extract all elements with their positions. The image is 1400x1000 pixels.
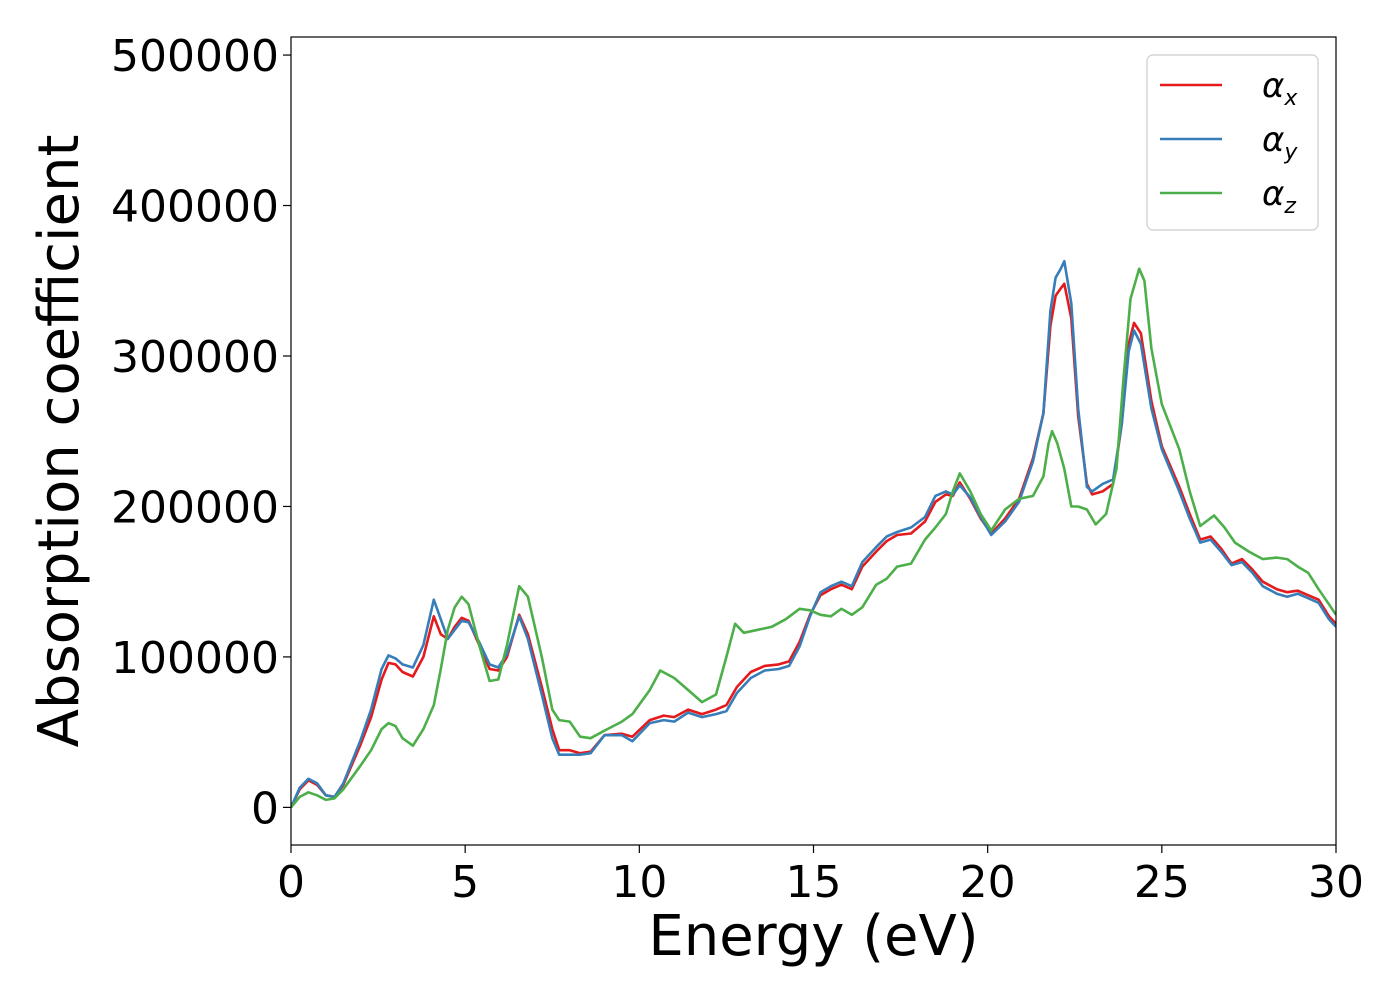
y-tick-label: 200000: [111, 482, 279, 533]
y-tick-label: 500000: [111, 31, 279, 82]
x-tick-label: 30: [1308, 857, 1364, 908]
legend-label-z: αz: [1262, 174, 1296, 219]
legend-label-x: αx: [1262, 66, 1298, 111]
legend-box: [1146, 54, 1319, 231]
series-line-z: [291, 267, 1336, 809]
x-tick-label: 15: [786, 857, 842, 908]
y-tick-label: 300000: [111, 332, 279, 383]
legend-label-y: αy: [1262, 120, 1298, 165]
x-tick-label: 20: [960, 857, 1016, 908]
y-axis-title: Absorption coefficient: [27, 135, 92, 748]
y-tick-label: 0: [251, 783, 279, 834]
x-tick-label: 5: [451, 857, 479, 908]
x-tick-label: 0: [277, 857, 305, 908]
y-tick-label: 400000: [111, 182, 279, 233]
x-tick-label: 10: [611, 857, 667, 908]
legend: αx αy αz: [1146, 54, 1319, 231]
y-axis: 0 100000 200000 300000 400000 500000: [111, 31, 291, 834]
x-tick-label: 25: [1134, 857, 1190, 908]
x-axis-title: Energy (eV): [648, 904, 978, 969]
series-line-y: [291, 259, 1336, 808]
y-tick-label: 100000: [111, 633, 279, 684]
x-axis: 0 5 10 15 20 25 30: [277, 845, 1364, 908]
series-layer: [291, 259, 1336, 809]
